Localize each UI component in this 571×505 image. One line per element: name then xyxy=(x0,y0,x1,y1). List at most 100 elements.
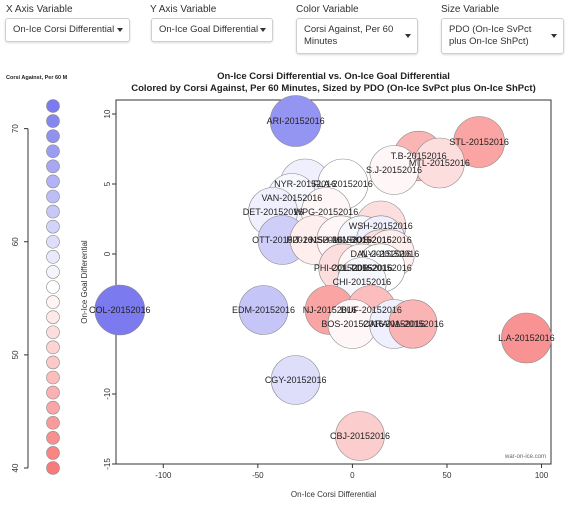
chevron-down-icon xyxy=(117,28,123,32)
data-label: CBJ-20152016 xyxy=(330,431,390,441)
chevron-down-icon xyxy=(551,34,557,38)
data-bubble xyxy=(369,145,419,195)
y-tick-label: -15 xyxy=(103,458,112,470)
data-bubble xyxy=(270,355,321,405)
data-label: WPG-20152016 xyxy=(294,207,359,217)
data-bubble xyxy=(238,285,289,335)
chevron-down-icon xyxy=(405,34,411,38)
size-value: PDO (On-Ice SvPct plus On-Ice ShPct) xyxy=(449,24,532,47)
legend-swatch xyxy=(46,250,60,264)
legend-swatch xyxy=(46,340,60,355)
data-label: ANA-20152016 xyxy=(382,319,444,329)
data-label: S.J-20152016 xyxy=(366,165,422,175)
legend-swatch xyxy=(46,385,60,400)
size-select[interactable]: PDO (On-Ice SvPct plus On-Ice ShPct) xyxy=(441,18,564,54)
y-tick-label: 5 xyxy=(103,181,112,186)
legend-swatch xyxy=(46,295,60,309)
legend-swatch xyxy=(46,204,60,219)
data-label: CGY-20152016 xyxy=(265,375,327,385)
data-label: CHI-20152016 xyxy=(333,277,392,287)
legend-swatch xyxy=(46,310,60,324)
color-select[interactable]: Corsi Against, Per 60 Minutes xyxy=(296,18,418,54)
legend-swatch xyxy=(46,461,60,475)
legend-swatch xyxy=(46,129,60,143)
x-tick-label: 50 xyxy=(443,471,452,480)
data-label: ARI-20152016 xyxy=(267,116,325,126)
color-value: Corsi Against, Per 60 Minutes xyxy=(304,24,394,47)
chart-subtitle: Colored by Corsi Against, Per 60 Minutes… xyxy=(131,83,536,94)
legend-swatch xyxy=(46,114,60,128)
watermark: war-on-ice.com xyxy=(504,454,546,460)
legend-swatch xyxy=(46,325,60,340)
legend-swatch xyxy=(46,265,60,279)
plot-area: On-Ice Corsi Differential vs. On-Ice Goa… xyxy=(80,71,555,499)
data-label: T.B-20152016 xyxy=(391,151,447,161)
data-bubble xyxy=(453,116,505,168)
x-tick-label: -100 xyxy=(155,471,172,480)
data-label: NYI-20152016 xyxy=(361,249,419,259)
legend-swatch xyxy=(46,159,60,174)
legend-swatch xyxy=(46,400,60,415)
x-tick-label: 0 xyxy=(350,471,355,480)
color-legend: Corsi Against, Per 60 M 40 50 60 70 xyxy=(6,75,68,475)
y-axis-value: On-Ice Goal Differential xyxy=(159,24,259,35)
x-axis-label: On-Ice Corsi Differential xyxy=(291,490,376,499)
data-label: PHI-20152016 xyxy=(314,263,372,273)
y-tick-label: -10 xyxy=(103,388,112,400)
color-label: Color Variable xyxy=(296,4,359,15)
legend-tick-label: 50 xyxy=(11,350,20,359)
legend-swatch xyxy=(46,144,60,159)
chevron-down-icon xyxy=(260,28,266,32)
legend-swatch xyxy=(46,99,60,113)
legend-tick-label: 40 xyxy=(11,463,20,472)
data-label: DET-20152016 xyxy=(243,207,304,217)
legend-swatch xyxy=(46,234,60,249)
data-bubble xyxy=(269,95,322,147)
x-axis-value: On-Ice Corsi Differential xyxy=(13,24,115,35)
data-label: VAN-20152016 xyxy=(261,193,322,203)
legend-swatch xyxy=(46,370,60,385)
data-label: BOS-20152016 xyxy=(321,319,383,329)
data-label: TOR-20152016 xyxy=(350,263,412,273)
data-bubble xyxy=(335,411,385,461)
data-label: COL-20152016 xyxy=(89,305,151,315)
legend-swatch xyxy=(46,415,60,430)
legend-swatch xyxy=(46,174,60,189)
data-bubble xyxy=(94,284,146,336)
legend-title: Corsi Against, Per 60 M xyxy=(6,75,68,81)
data-label: PIT-20152016 xyxy=(286,235,343,245)
legend-swatch xyxy=(46,280,60,294)
y-tick-label: 0 xyxy=(103,251,112,256)
data-bubble xyxy=(501,312,552,364)
y-axis-select[interactable]: On-Ice Goal Differential xyxy=(151,18,273,42)
size-label: Size Variable xyxy=(441,4,500,15)
x-tick-label: 100 xyxy=(535,471,549,480)
legend-swatch xyxy=(46,431,60,445)
y-axis-label: On-Ice Goal Differential xyxy=(80,240,89,324)
data-label: WSH-20152016 xyxy=(349,221,413,231)
x-axis-select[interactable]: On-Ice Corsi Differential xyxy=(5,18,130,42)
data-label: FLA-20152016 xyxy=(313,179,373,189)
x-tick-label: -50 xyxy=(252,471,264,480)
chart-title: On-Ice Corsi Differential vs. On-Ice Goa… xyxy=(217,71,450,82)
y-axis-label: Y Axis Variable xyxy=(150,4,217,15)
legend-swatch xyxy=(46,219,60,234)
data-label: EDM-20152016 xyxy=(232,305,295,315)
data-label: STL-20152016 xyxy=(449,137,509,147)
legend-tick-label: 60 xyxy=(11,237,20,246)
data-label: MTL-20152016 xyxy=(409,158,470,168)
data-label: NSH-20152016 xyxy=(310,235,372,245)
data-label: NYR-20152016 xyxy=(274,179,336,189)
data-label: L.A-20152016 xyxy=(498,333,555,343)
data-bubble xyxy=(388,299,438,349)
data-label: COL-20152016 xyxy=(331,263,393,273)
data-label: NJ-20152016 xyxy=(303,305,357,315)
legend-swatch xyxy=(46,446,60,460)
data-label: MIN-20152016 xyxy=(332,235,392,245)
data-label: OTT-20152016 xyxy=(252,235,313,245)
data-label: BUF-20152016 xyxy=(341,305,402,315)
legend-swatch xyxy=(46,189,60,204)
data-label: BOS-20152016 xyxy=(350,235,412,245)
x-axis-label: X Axis Variable xyxy=(6,4,73,15)
